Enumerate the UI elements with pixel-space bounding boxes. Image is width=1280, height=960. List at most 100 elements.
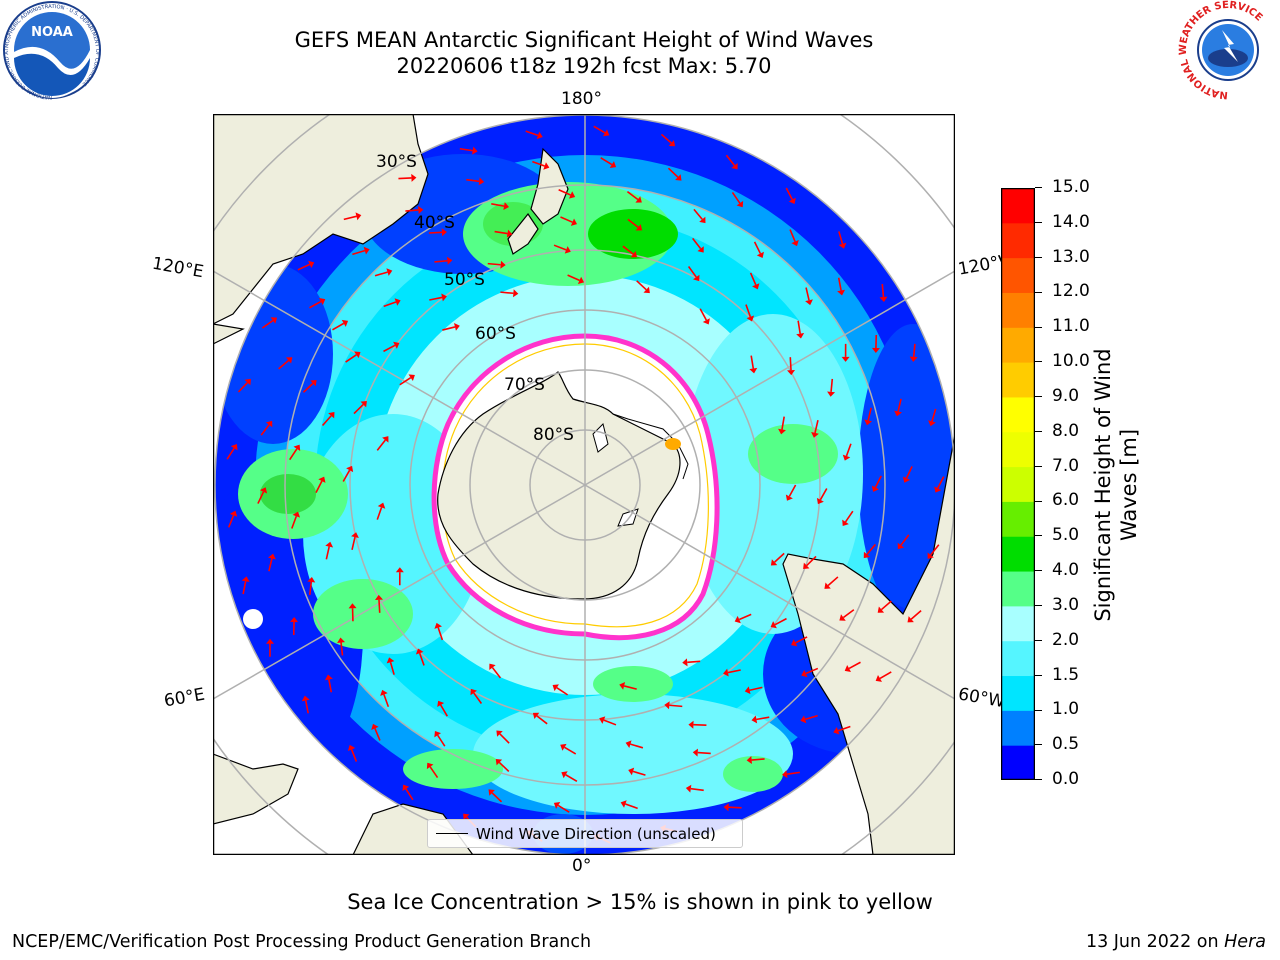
wave-arrow-head: [437, 700, 445, 708]
colorbar-tick-label: 8.0: [1052, 420, 1080, 441]
wave-arrow-head: [620, 800, 627, 808]
wave-arrow-shaft: [342, 469, 351, 482]
wave-arrow-head: [871, 485, 879, 492]
wave-arrow-shaft: [428, 231, 442, 234]
wave-arrow-shaft: [786, 771, 800, 775]
wave-arrow-head: [787, 369, 796, 376]
wave-arrow-head: [837, 289, 846, 296]
wave-arrow-shaft: [487, 262, 501, 266]
wave-arrow-head: [752, 283, 760, 290]
wave-arrow-shaft: [345, 354, 357, 363]
colorbar-tick-mark: [1035, 744, 1042, 746]
wave-arrow-head: [791, 639, 798, 647]
colorbar-tick-mark: [1035, 187, 1042, 189]
colorbar-tick-label: 7.0: [1052, 455, 1080, 476]
wave-arrow-head: [838, 242, 847, 249]
colorbar-tick-mark: [1035, 326, 1042, 328]
lon-label-180: 180°: [561, 89, 602, 109]
wave-arrow-head: [770, 559, 778, 566]
wave-arrow-head: [871, 347, 880, 354]
wave-arrow-shaft: [900, 534, 910, 546]
wave-arrow-head: [418, 205, 424, 214]
wave-arrow-shaft: [553, 244, 567, 251]
wave-arrow-head: [833, 726, 840, 735]
wave-arrow-shaft: [353, 403, 364, 415]
wave-arrow-shaft: [749, 272, 757, 286]
wave-arrow-shaft: [278, 359, 290, 370]
wave-arrow-head: [307, 577, 316, 583]
wave-arrow-head: [630, 250, 638, 258]
lat-label-40s: 40°S: [414, 213, 455, 233]
wave-arrow-shaft: [731, 192, 741, 204]
wave-arrow-shaft: [774, 552, 785, 563]
wave-arrow-head: [723, 668, 729, 677]
wave-arrow-shaft: [837, 277, 842, 291]
wave-arrow-shaft: [806, 555, 817, 567]
wave-arrow-head: [894, 410, 902, 417]
wave-arrow-shaft: [756, 716, 770, 721]
wave-arrow-shaft: [308, 581, 313, 596]
wave-arrow-shaft: [814, 420, 819, 434]
colorbar-tick-mark: [1035, 570, 1042, 572]
wave-arrow-head: [532, 712, 540, 720]
wave-arrow-head: [770, 621, 777, 629]
wave-arrow-head: [756, 251, 764, 259]
wave-arrow-head: [411, 173, 417, 182]
wave-arrow-head: [791, 239, 799, 247]
colorbar-tick-mark: [1035, 222, 1042, 224]
wave-arrow-shaft: [429, 766, 439, 778]
wave-arrow-shaft: [728, 806, 742, 809]
wave-arrow-head: [693, 274, 700, 282]
wave-arrow-head: [803, 562, 810, 569]
wave-arrow-head: [447, 256, 453, 265]
wave-arrow-shaft: [389, 661, 395, 675]
wave-arrow-shaft: [429, 296, 443, 301]
wave-arrow-shaft: [374, 728, 381, 741]
wave-arrow-shaft: [332, 322, 345, 331]
wave-arrow-head: [699, 216, 706, 224]
wave-arrow-shaft: [378, 599, 381, 613]
wave-arrow-shaft: [750, 355, 755, 369]
colorbar-tick-label: 15.0: [1052, 177, 1090, 197]
wave-arrow-shaft: [727, 669, 741, 674]
wave-arrow-shaft: [565, 774, 578, 782]
wave-arrow-shaft: [291, 515, 298, 529]
wave-arrow-head: [570, 218, 578, 226]
wave-arrow-head: [697, 246, 704, 253]
chart-title: GEFS MEAN Antarctic Significant Height o…: [294, 28, 874, 52]
wave-arrow-head: [599, 716, 606, 724]
wave-arrow-head: [863, 551, 871, 559]
wave-arrow-head: [382, 436, 389, 443]
colorbar-segment: [1001, 501, 1035, 537]
wave-arrow-head: [746, 756, 752, 765]
wave-arrow-head: [609, 161, 617, 168]
wave-arrow-shaft: [302, 382, 314, 393]
wave-arrow-head: [927, 552, 934, 559]
wave-arrow-head: [782, 770, 788, 779]
wave-arrow-head: [244, 378, 251, 386]
wave-arrow-shaft: [905, 466, 913, 479]
colorbar-tick-label: 0.0: [1052, 769, 1080, 789]
graticule: [213, 114, 955, 855]
wave-arrow-shaft: [442, 326, 456, 331]
wave-arrow-head: [577, 276, 585, 285]
wave-arrow-head: [746, 315, 755, 322]
colorbar-tick-label: 9.0: [1052, 385, 1080, 406]
wave-arrow-head: [503, 202, 509, 211]
wave-arrow-shaft: [687, 266, 697, 278]
antarctica: [243, 333, 720, 641]
wave-arrow-shaft: [745, 304, 752, 318]
wave-arrow-head: [441, 228, 447, 237]
wave-arrow-shaft: [309, 300, 322, 309]
noaa-logo: NOAA NATIONAL OCEANIC AND ATMOSPHERIC AD…: [3, 1, 101, 100]
wave-arrow-shaft: [785, 187, 793, 200]
wave-arrow-shaft: [804, 714, 818, 721]
colorbar-label-line2: Waves [m]: [1117, 428, 1141, 542]
colorbar-tick-label: 2.0: [1052, 629, 1080, 650]
colorbar-segment: [1001, 640, 1035, 677]
colorbar-segment: [1001, 362, 1035, 398]
wave-arrow-head: [568, 191, 576, 199]
wave-arrow-head: [805, 299, 813, 306]
wave-arrow-head: [841, 356, 850, 362]
wave-arrow-shaft: [636, 280, 647, 291]
